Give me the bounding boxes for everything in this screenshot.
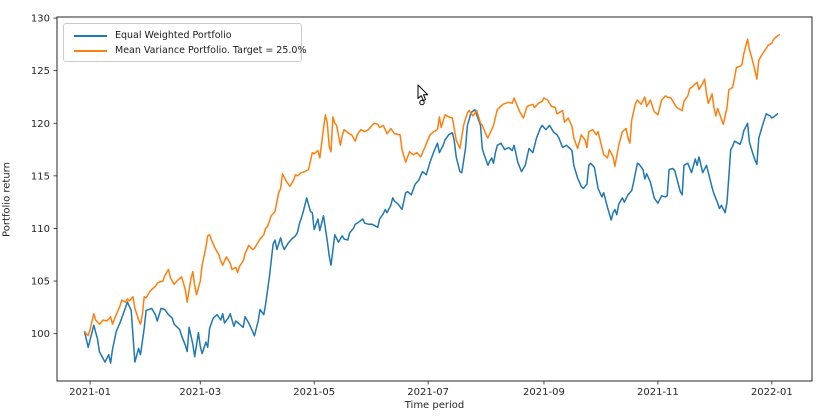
y-tick-label: 100: [31, 329, 50, 340]
y-tick-label: 125: [31, 66, 50, 77]
y-axis-label: Portfolio return: [1, 162, 13, 237]
series-line-mean-variance: [83, 34, 781, 337]
x-tick-label: 2021-03: [179, 387, 221, 398]
legend-item-equal-weighted: Equal Weighted Portfolio: [74, 28, 295, 43]
legend-item-mean-variance: Mean Variance Portfolio. Target = 25.0%: [74, 43, 306, 58]
y-tick-label: 120: [31, 119, 50, 130]
x-tick-label: 2021-11: [637, 387, 679, 398]
x-tick-label: 2022-01: [751, 387, 793, 398]
y-tick-label: 110: [31, 224, 50, 235]
x-tick-label: 2021-09: [523, 387, 565, 398]
x-tick-label: 2021-07: [407, 387, 449, 398]
legend-label: Equal Weighted Portfolio: [115, 30, 232, 41]
y-tick-label: 130: [31, 14, 50, 25]
legend: Equal Weighted Portfolio Mean Variance P…: [63, 23, 306, 62]
x-axis-label: Time period: [404, 400, 465, 411]
legend-label: Mean Variance Portfolio. Target = 25.0%: [115, 45, 307, 56]
y-tick-label: 105: [31, 277, 50, 288]
x-tick-label: 2021-01: [69, 387, 111, 398]
legend-line-swatch-blue: [74, 34, 107, 37]
x-tick-label: 2021-05: [293, 387, 335, 398]
legend-line-swatch-orange: [74, 49, 107, 52]
plot-frame: [56, 16, 813, 382]
y-tick-label: 115: [31, 171, 50, 182]
series-line-equal-weighted: [83, 108, 779, 364]
